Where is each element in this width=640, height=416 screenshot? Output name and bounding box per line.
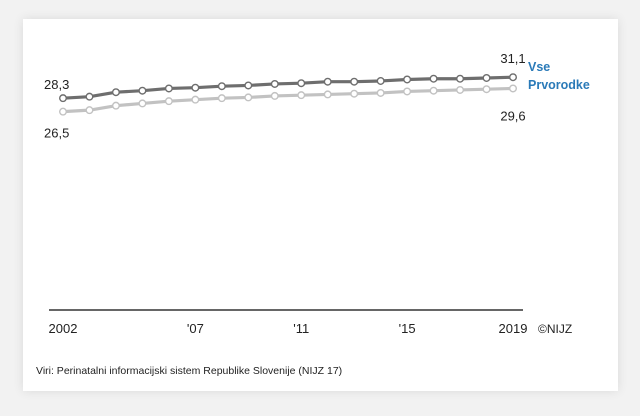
data-point — [59, 107, 68, 116]
series-line-1 — [62, 86, 514, 114]
data-point — [403, 87, 412, 96]
x-tick-label: '15 — [399, 321, 416, 336]
data-point — [323, 90, 332, 99]
copyright-label: ©NIJZ — [538, 322, 572, 336]
data-point — [191, 83, 200, 92]
x-tick-label: '07 — [187, 321, 204, 336]
data-point — [456, 74, 465, 83]
data-point — [111, 101, 120, 110]
data-point — [244, 81, 253, 90]
legend-label: Vse — [528, 60, 550, 74]
data-point — [297, 91, 306, 100]
data-label: 31,1 — [500, 51, 525, 66]
data-label: 28,3 — [44, 77, 69, 92]
data-point — [164, 84, 173, 93]
data-label: 26,5 — [44, 126, 69, 141]
data-point — [350, 77, 359, 86]
data-point — [217, 94, 226, 103]
data-point — [138, 86, 147, 95]
line-chart: 2002 '07 '11 '15 2019 ©NIJZ 28,3 26,5 31,1 29,6 Vs… — [44, 51, 590, 336]
data-point — [85, 106, 94, 115]
data-label: 29,6 — [500, 108, 525, 123]
data-point — [509, 73, 518, 82]
data-point — [244, 93, 253, 102]
data-point — [323, 77, 332, 86]
legend-label: Prvorodke — [528, 78, 590, 92]
data-point — [350, 89, 359, 98]
data-point — [191, 95, 200, 104]
data-point — [270, 91, 279, 100]
data-point — [429, 74, 438, 83]
data-point — [403, 75, 412, 84]
data-point — [59, 94, 68, 103]
data-point — [376, 76, 385, 85]
data-point — [482, 73, 491, 82]
data-point — [270, 79, 279, 88]
source-note: Viri: Perinatalni informacijski sistem R… — [36, 365, 343, 377]
data-point — [164, 97, 173, 106]
chart-card: 2002 '07 '11 '15 2019 ©NIJZ 28,3 26,5 31,1 29,6 Vs… — [23, 19, 618, 391]
data-point — [429, 86, 438, 95]
data-point — [85, 92, 94, 101]
data-point — [297, 79, 306, 88]
data-point — [482, 85, 491, 94]
x-tick-label: 2002 — [49, 321, 78, 336]
data-point — [456, 85, 465, 94]
data-point — [217, 82, 226, 91]
x-tick-label: '11 — [293, 321, 309, 336]
data-point — [509, 84, 518, 93]
x-tick-label: 2019 — [499, 321, 528, 336]
data-point — [138, 99, 147, 108]
series-line-0 — [62, 75, 514, 100]
data-point — [376, 88, 385, 97]
data-point — [111, 88, 120, 97]
